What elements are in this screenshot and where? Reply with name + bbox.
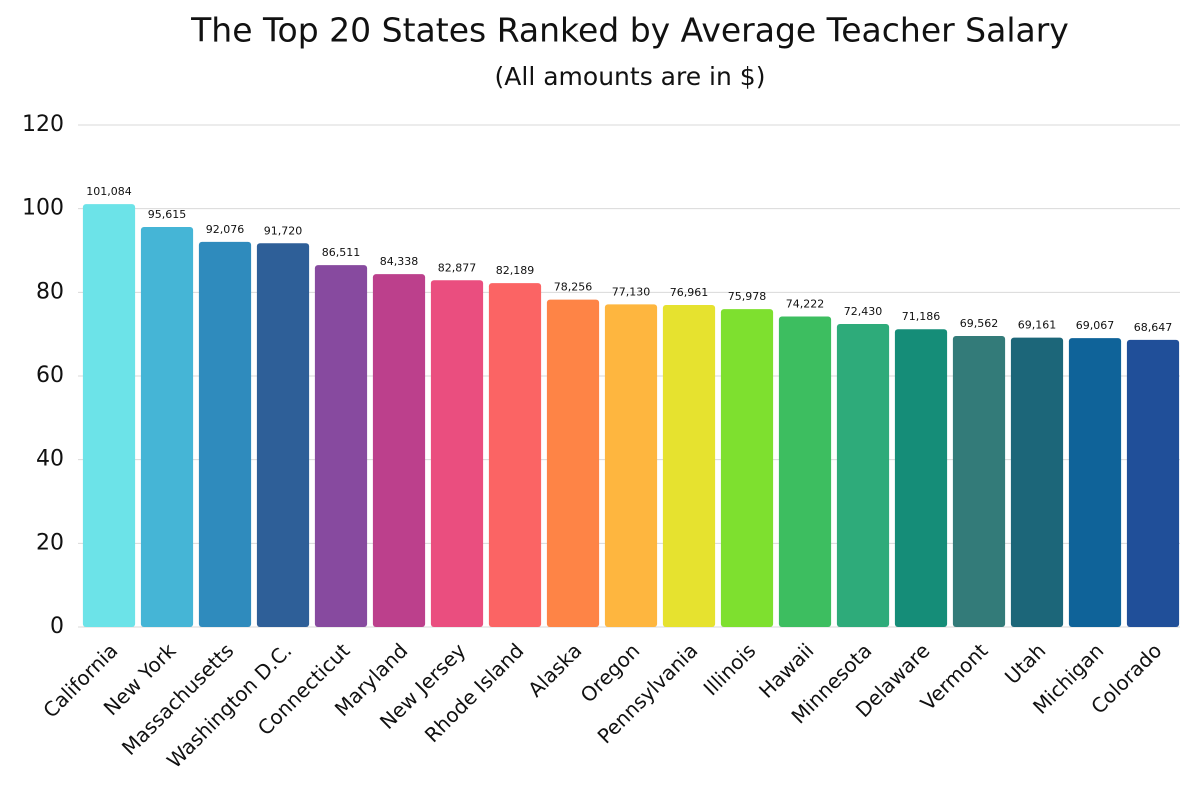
bar: [198, 241, 252, 627]
data-label: 82,189: [496, 264, 535, 277]
bar: [720, 309, 774, 627]
x-tick-label: Illinois: [699, 638, 761, 700]
data-label: 72,430: [844, 305, 883, 318]
bar: [1010, 337, 1064, 627]
bar: [778, 316, 832, 627]
bar: [488, 283, 542, 627]
bar: [894, 329, 948, 627]
y-tick-label: 120: [22, 112, 64, 137]
x-tick-label: Utah: [1000, 638, 1051, 689]
y-tick-label: 40: [36, 447, 64, 472]
bar: [82, 204, 136, 627]
bar: [604, 304, 658, 627]
bar: [546, 299, 600, 627]
data-label: 77,130: [612, 285, 651, 298]
data-label: 68,647: [1134, 321, 1173, 334]
data-label: 84,338: [380, 255, 419, 268]
bar: [314, 265, 368, 627]
bar: [256, 243, 310, 627]
data-label: 69,161: [1018, 319, 1057, 332]
y-tick-label: 20: [36, 530, 64, 555]
data-label: 76,961: [670, 286, 709, 299]
data-label: 95,615: [148, 208, 187, 221]
y-tick-label: 0: [50, 614, 64, 639]
data-label: 101,084: [86, 185, 132, 198]
bar: [430, 280, 484, 627]
y-tick-label: 100: [22, 196, 64, 221]
data-label: 74,222: [786, 298, 825, 311]
bar: [140, 227, 194, 627]
bar: [952, 335, 1006, 627]
chart-subtitle: (All amounts are in $): [495, 62, 766, 91]
data-label: 86,511: [322, 246, 361, 259]
data-label: 71,186: [902, 310, 941, 323]
data-label: 78,256: [554, 281, 593, 294]
bar: [1126, 339, 1180, 627]
bar: [662, 305, 716, 627]
x-tick-label: Pennsylvania: [593, 638, 703, 748]
data-label: 69,562: [960, 317, 999, 330]
bar: [1068, 338, 1122, 627]
bar: [372, 274, 426, 627]
data-label: 82,877: [438, 261, 477, 274]
data-label: 69,067: [1076, 319, 1115, 332]
y-tick-label: 80: [36, 279, 64, 304]
data-label: 92,076: [206, 223, 245, 236]
chart-title: The Top 20 States Ranked by Average Teac…: [190, 11, 1069, 50]
bar: [836, 324, 890, 627]
y-tick-label: 60: [36, 363, 64, 388]
data-label: 91,720: [264, 224, 303, 237]
data-label: 75,978: [728, 290, 767, 303]
